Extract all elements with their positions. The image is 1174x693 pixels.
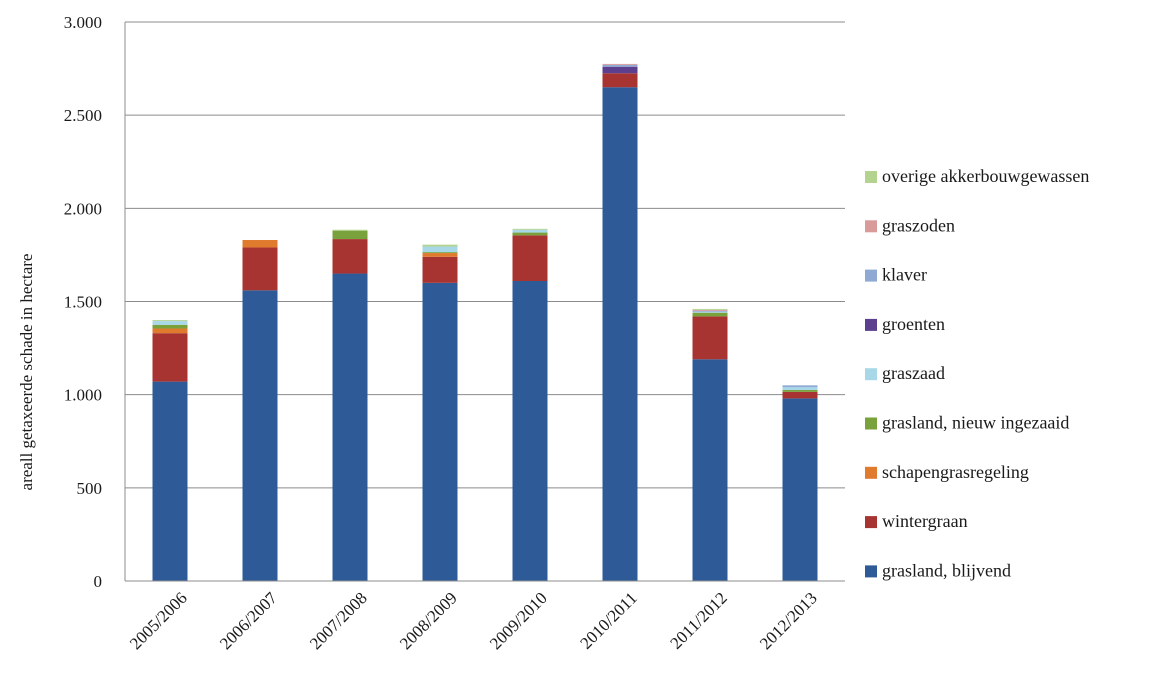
legend-swatch xyxy=(865,269,877,282)
x-tick-label: 2005/2006 xyxy=(126,588,191,653)
legend-label: schapengrasregeling xyxy=(882,462,1029,482)
bar-segment xyxy=(332,273,368,581)
legend-label: klaver xyxy=(882,265,927,285)
y-tick-label: 2.500 xyxy=(64,106,102,125)
bar-segment xyxy=(242,247,278,291)
bar-segment xyxy=(512,229,548,233)
x-tick-label: 2011/2012 xyxy=(666,588,730,652)
x-tick-label: 2007/2008 xyxy=(306,588,371,653)
bar-segment xyxy=(422,253,458,257)
legend-item: grasland, nieuw ingezaaid xyxy=(865,413,1069,433)
legend-swatch xyxy=(865,466,877,479)
legend: overige akkerbouwgewassen graszoden klaver… xyxy=(865,166,1089,580)
legend-label: grasland, blijvend xyxy=(882,560,1011,580)
y-axis: 0 500 1.000 1.500 2.000 2.500 3.000 xyxy=(64,13,126,591)
bar-segment xyxy=(782,391,818,399)
bar-segment xyxy=(422,252,458,254)
y-axis-label: areall getaxeerde schade in hectare xyxy=(17,254,36,491)
legend-swatch xyxy=(865,565,877,578)
legend-label: groenten xyxy=(882,314,945,334)
bar-segment xyxy=(152,324,188,329)
x-tick-label: 2006/2007 xyxy=(216,588,281,653)
legend-swatch xyxy=(865,516,877,529)
bar-segment xyxy=(512,228,548,230)
x-axis: 2005/2006 2006/2007 2007/2008 2008/2009 2009… xyxy=(125,580,845,653)
y-tick-label: 3.000 xyxy=(64,13,102,32)
legend-item: wintergraan xyxy=(865,511,968,531)
bar-segment xyxy=(782,390,818,392)
x-tick-label: 2010/2011 xyxy=(576,588,640,652)
bar-segment xyxy=(512,281,548,581)
bar-segment xyxy=(602,87,638,581)
y-tick-label: 1.500 xyxy=(64,293,102,312)
legend-label: graszoden xyxy=(882,215,955,235)
bar-segment xyxy=(152,333,188,382)
bar-segment xyxy=(602,73,638,88)
bar-segment xyxy=(692,308,728,310)
legend-item: overige akkerbouwgewassen xyxy=(865,166,1089,186)
y-tick-label: 500 xyxy=(77,479,103,498)
bar-segment xyxy=(152,328,188,334)
bar-segment xyxy=(692,311,728,313)
bar-segment xyxy=(242,240,278,248)
bar-segment xyxy=(692,312,728,317)
bar-segment xyxy=(422,282,458,581)
bar-segment xyxy=(602,64,638,67)
bar-segment xyxy=(152,321,188,325)
bar-segment xyxy=(332,230,368,240)
bar-segment xyxy=(152,320,188,322)
bar-segment xyxy=(512,235,548,282)
x-tick-label: 2009/2010 xyxy=(486,588,551,653)
legend-swatch xyxy=(865,368,877,381)
bars xyxy=(152,63,818,581)
legend-label: grasland, nieuw ingezaaid xyxy=(882,413,1069,433)
legend-item: graszaad xyxy=(865,363,945,383)
legend-item: groenten xyxy=(865,314,945,334)
legend-label: graszaad xyxy=(882,363,945,383)
bar-segment xyxy=(692,309,728,311)
bar-segment xyxy=(512,232,548,236)
bar-segment xyxy=(422,246,458,253)
legend-item: graszoden xyxy=(865,215,955,235)
bar-segment xyxy=(332,239,368,274)
bar-segment xyxy=(602,66,638,74)
y-tick-label: 2.000 xyxy=(64,199,102,218)
bar-segment xyxy=(152,381,188,581)
x-tick-label: 2008/2009 xyxy=(396,588,461,653)
bar-segment xyxy=(422,244,458,247)
legend-item: klaver xyxy=(865,265,927,285)
bar-segment xyxy=(782,387,818,391)
legend-swatch xyxy=(865,417,877,430)
legend-item: schapengrasregeling xyxy=(865,462,1029,482)
legend-label: overige akkerbouwgewassen xyxy=(882,166,1089,186)
bar-segment xyxy=(692,359,728,581)
legend-swatch xyxy=(865,318,877,331)
bar-segment xyxy=(602,63,638,65)
bar-segment xyxy=(242,290,278,581)
legend-label: wintergraan xyxy=(882,511,968,531)
x-tick-label: 2012/2013 xyxy=(756,588,821,653)
gridlines xyxy=(125,21,845,582)
bar-segment xyxy=(782,385,818,388)
y-tick-label: 1.000 xyxy=(64,386,102,405)
bar-segment xyxy=(332,229,368,231)
bar-segment xyxy=(422,256,458,283)
bar-segment xyxy=(692,310,728,312)
legend-swatch xyxy=(865,171,877,183)
y-tick-label: 0 xyxy=(94,572,103,591)
bar-segment xyxy=(782,398,818,581)
bar-segment xyxy=(692,316,728,360)
legend-swatch xyxy=(865,220,877,233)
legend-item: grasland, blijvend xyxy=(865,560,1011,580)
